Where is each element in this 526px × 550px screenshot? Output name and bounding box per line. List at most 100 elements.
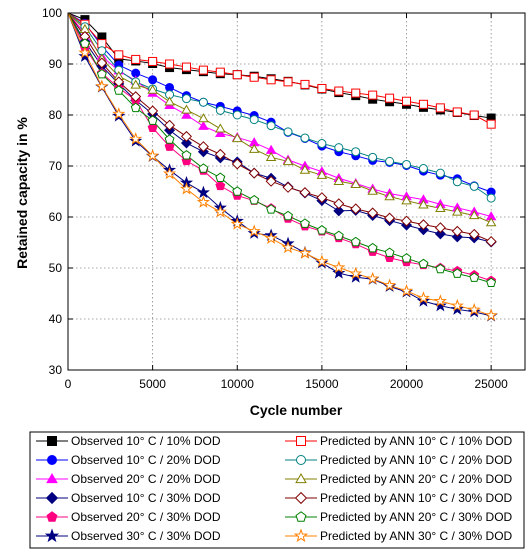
legend-label: Observed 20° C / 20% DOD xyxy=(71,472,221,486)
data-point xyxy=(265,175,277,187)
data-point xyxy=(467,302,481,316)
data-point xyxy=(215,123,226,133)
legend-item: Observed 10° C / 30% DOD xyxy=(36,491,221,505)
x-tick-label: 25000 xyxy=(474,377,508,391)
data-point xyxy=(401,253,412,263)
legend-item: Predicted by ANN 10° C / 30% DOD xyxy=(285,491,513,505)
data-point xyxy=(384,212,396,224)
data-point xyxy=(485,235,497,247)
legend-label: Observed 20° C / 30% DOD xyxy=(71,510,221,524)
data-point xyxy=(181,104,192,114)
data-point xyxy=(435,103,445,113)
data-point xyxy=(486,193,496,203)
data-point xyxy=(130,102,141,113)
data-point xyxy=(96,68,107,79)
data-point xyxy=(418,199,429,209)
data-point xyxy=(299,164,311,174)
data-point xyxy=(231,158,243,170)
series-line-4 xyxy=(67,12,492,282)
data-point xyxy=(78,45,92,59)
data-point xyxy=(299,187,311,199)
data-point xyxy=(295,511,307,522)
data-point xyxy=(294,491,308,505)
data-point xyxy=(300,79,310,89)
data-point xyxy=(232,110,242,120)
data-point xyxy=(147,122,158,132)
data-point xyxy=(249,115,259,125)
data-point xyxy=(249,72,259,82)
data-point xyxy=(333,205,345,217)
data-point xyxy=(248,143,260,153)
legend-item: Predicted by ANN 30° C / 30% DOD xyxy=(285,528,513,543)
data-point xyxy=(418,258,429,269)
x-tick-label: 20000 xyxy=(390,377,424,391)
data-point xyxy=(232,70,242,80)
data-point xyxy=(468,210,480,220)
data-point xyxy=(402,96,412,106)
x-axis-label: Cycle number xyxy=(250,402,343,418)
data-point xyxy=(350,203,362,215)
legend-label: Predicted by ANN 10° C / 10% DOD xyxy=(320,434,513,448)
data-point xyxy=(247,224,261,237)
data-point xyxy=(181,109,192,119)
data-point xyxy=(196,185,210,199)
data-point xyxy=(45,491,59,505)
data-point xyxy=(317,139,327,149)
data-point xyxy=(333,230,344,241)
data-point xyxy=(215,127,226,138)
data-point xyxy=(181,150,192,160)
data-point xyxy=(401,195,412,205)
data-point xyxy=(198,113,209,123)
data-point xyxy=(333,198,345,210)
data-point xyxy=(418,164,428,174)
data-point xyxy=(349,266,363,280)
data-point xyxy=(350,236,361,247)
y-tick-label: 60 xyxy=(49,210,63,224)
legend-item: Predicted by ANN 10° C / 20% DOD xyxy=(285,453,513,467)
data-point xyxy=(469,181,479,191)
legend-item: Observed 20° C / 30% DOD xyxy=(36,510,221,524)
data-point xyxy=(399,284,414,297)
legend-label: Observed 30° C / 30% DOD xyxy=(71,529,221,543)
series-line-10 xyxy=(67,12,492,284)
data-point xyxy=(298,246,312,259)
data-point xyxy=(196,195,210,208)
data-point xyxy=(282,181,294,193)
data-point xyxy=(486,119,496,129)
data-point xyxy=(47,436,57,446)
data-point xyxy=(148,56,158,66)
data-point xyxy=(450,302,464,315)
data-point xyxy=(450,298,464,312)
y-axis-label: Retained capacity in % xyxy=(14,117,30,269)
data-point xyxy=(231,133,243,143)
legend-item: Observed 10° C / 20% DOD xyxy=(36,453,221,467)
data-point xyxy=(451,231,463,243)
legend-label: Predicted by ANN 10° C / 30% DOD xyxy=(320,491,513,505)
x-tick-label: 0 xyxy=(65,377,72,391)
data-point xyxy=(281,240,295,254)
data-point xyxy=(469,110,479,120)
data-point xyxy=(417,219,429,231)
data-point xyxy=(283,77,293,87)
data-point xyxy=(366,271,380,285)
data-point xyxy=(179,182,194,195)
legend-label: Predicted by ANN 20° C / 30% DOD xyxy=(320,510,513,524)
data-point xyxy=(435,168,445,178)
legend-label: Predicted by ANN 20° C / 20% DOD xyxy=(320,472,513,486)
legend-item: Predicted by ANN 10° C / 10% DOD xyxy=(285,434,513,448)
data-point xyxy=(147,84,158,94)
data-point xyxy=(131,54,141,64)
data-point xyxy=(351,88,361,98)
plot-frame xyxy=(67,12,526,371)
data-point xyxy=(249,194,260,205)
x-tick-label: 10000 xyxy=(221,377,255,391)
data-point xyxy=(96,57,108,69)
data-point xyxy=(350,178,362,189)
legend-item: Predicted by ANN 20° C / 20% DOD xyxy=(285,472,513,486)
data-point xyxy=(181,62,191,72)
data-point xyxy=(315,254,329,267)
data-point xyxy=(46,473,58,484)
data-point xyxy=(266,204,277,214)
data-point xyxy=(296,455,306,465)
legend-item: Observed 20° C / 20% DOD xyxy=(36,472,221,486)
